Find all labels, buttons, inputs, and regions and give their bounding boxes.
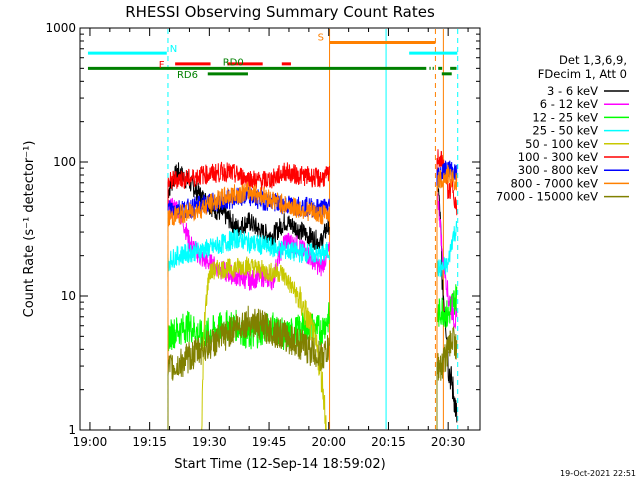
plot-area: N S F RD0 RD6 [87,29,459,430]
series-line-25_50keV [167,220,458,430]
x-tick-label: 19:45 [252,435,287,449]
chart-title: RHESSI Observing Summary Count Rates [125,3,435,21]
flag-label-rd6: RD6 [177,70,198,81]
flag-label-f: F [159,60,165,71]
series-line-800_7000keV [167,164,458,430]
flag-label-s: S [318,32,324,43]
legend-header-line-2: FDecim 1, Att 0 [538,67,627,81]
x-tick-label: 20:15 [371,435,406,449]
y-axis-label: Count Rate (s⁻¹ detector⁻¹) [22,141,37,318]
legend-label: 7000 - 15000 keV [496,190,598,204]
series-layer [167,149,458,430]
series-line-3_6keV [167,162,458,430]
legend: Det 1,3,6,9, FDecim 1, Att 0 3 - 6 keV6 … [496,53,629,204]
night-markers [167,29,459,429]
y-tick-label: 1 [68,423,76,437]
legend-label: 50 - 100 keV [525,137,598,151]
flag-bars: N S F RD0 RD6 [87,32,458,81]
legend-header-line-1: Det 1,3,6,9, [559,53,627,67]
x-axis-label: Start Time (12-Sep-14 18:59:02) [174,457,385,472]
flag-label-n: N [170,44,177,55]
flag-label-rd0: RD0 [223,57,244,68]
footer-timestamp: 19-Oct-2021 22:51 [560,469,636,478]
legend-label: 100 - 300 keV [518,150,598,164]
legend-label: 12 - 25 keV [532,110,598,124]
series-line-100_300keV [167,149,458,430]
plot-frame [79,27,481,431]
series-line-50_100keV [201,256,330,430]
x-tick-label: 20:00 [311,435,346,449]
y-tick-label: 10 [61,289,76,303]
series-line-12_25keV [167,284,458,430]
x-tick-label: 20:30 [431,435,466,449]
y-tick-label: 100 [53,155,76,169]
legend-label: 300 - 800 keV [518,163,598,177]
legend-label: 800 - 7000 keV [510,176,598,190]
y-tick-label: 1000 [45,21,76,35]
legend-label: 3 - 6 keV [547,84,598,98]
x-axis: 19:00 19:15 19:30 19:45 20:00 20:15 20:30 [73,28,469,449]
series-line-7000_15000keV [167,305,458,430]
x-tick-label: 19:15 [132,435,167,449]
legend-label: 6 - 12 keV [540,97,598,111]
x-tick-label: 19:00 [73,435,108,449]
y-axis: 1 10 100 1000 [45,21,480,437]
x-tick-label: 19:30 [192,435,227,449]
series-line-6_12keV [167,181,458,430]
legend-label: 25 - 50 keV [532,124,598,138]
